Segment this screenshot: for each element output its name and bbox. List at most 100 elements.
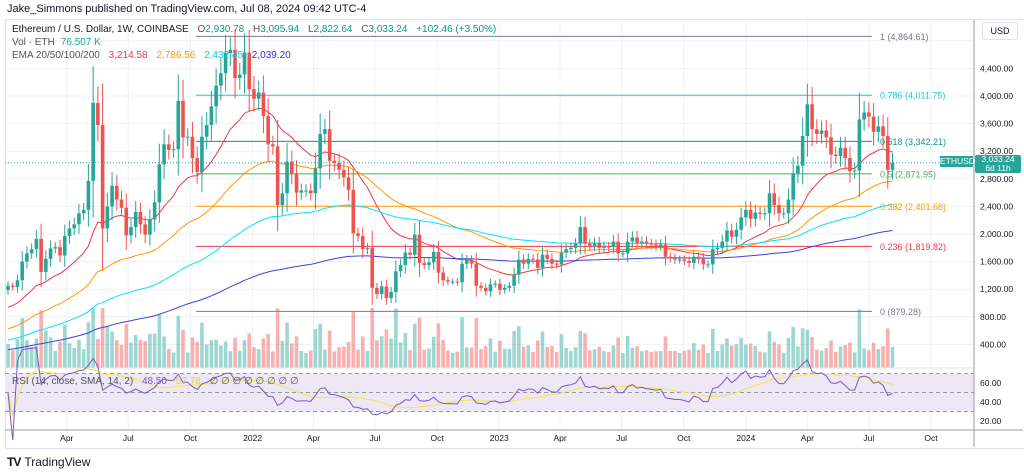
candle-body [753,212,758,219]
candle-body [6,285,10,291]
candle-body [214,85,218,107]
ema20-value: 3,214.58 [108,50,148,61]
volume-bar [734,344,739,368]
candle-body [176,100,181,150]
candle-body [138,211,143,225]
candle-body [190,136,195,159]
candle-body [625,241,630,254]
candle-body [72,224,77,229]
candle-body [592,242,597,246]
fib-label: 0.5 (2,871.95) [880,169,936,179]
volume-bar [772,341,777,368]
candle-body [767,193,772,214]
volume-bar [867,350,871,368]
volume-bar [805,329,810,368]
volume-bar [815,349,819,368]
volume-bar [356,349,360,368]
volume-bar [44,330,48,368]
volume-bar [725,338,729,368]
time-tick-label: Jul [123,433,134,443]
volume-bar [167,348,171,368]
ohlc-open: O2,930.78 [197,24,245,35]
volume-bar [535,340,540,368]
candle-body [512,274,516,286]
candle-body [744,209,748,218]
volume-bar [767,331,772,368]
volume-bar [819,350,824,368]
candle-body [507,285,512,288]
volume-bar [625,336,630,368]
candle-body [86,180,91,210]
volume-bar [152,333,157,368]
tradingview-logo[interactable]: TV TradingView [7,455,91,469]
candle-body [346,177,351,190]
volume-bar [573,347,578,368]
candle-body [658,244,663,246]
rsi-value: 48.50 [141,376,167,387]
time-tick-label: Oct [924,433,938,443]
candle-body [285,161,289,194]
volume-bar [696,349,701,368]
volume-bar [512,331,516,368]
volume-bar [48,337,53,368]
volume-bar [517,326,521,368]
candle-body [630,237,635,242]
volume-bar [871,342,876,368]
volume-bar [337,347,341,368]
current-price: 3,033.24 [981,154,1015,164]
rsi-tick-label: 20.00 [980,416,1002,426]
volume-bar [275,308,280,368]
ohlc-high: H3,095.94 [253,24,300,35]
candle-body [412,234,417,255]
volume-bar [242,340,247,368]
volume-bar [800,328,805,368]
volume-bar [403,333,408,368]
candle-body [663,244,668,257]
volume-bar [171,352,176,368]
rsi-tick-label: 40.00 [980,397,1002,407]
volume-bar [810,337,814,368]
candle-body [100,124,105,229]
rsi-pane [5,347,974,441]
volume-bar [493,351,497,368]
volume-bar [777,344,781,368]
volume-bar [602,351,606,368]
volume-bar [479,348,483,368]
volume-bar [58,341,62,368]
ema-lines [7,107,893,351]
candle-body [748,209,753,219]
rsi-line [7,347,893,441]
candle-body [876,126,881,132]
volume-bar [204,344,209,368]
volume-bar [143,340,147,368]
candle-body [332,160,337,163]
volume-bar [852,352,857,368]
volume-bar [261,338,266,368]
publisher-line: Jake_Simmons published on TradingView.co… [7,3,367,15]
volume-bar [176,315,181,368]
candle-body [829,137,833,155]
volume-bar [195,341,199,368]
candle-body [502,287,507,290]
volume-bar [545,346,550,368]
volume-bar [285,322,289,368]
candle-body [890,162,895,170]
candle-body [323,129,327,134]
volume-bar [10,350,15,368]
volume-bar [219,345,223,368]
candle-body [498,283,502,290]
currency-button[interactable]: USD [982,22,1018,40]
candle-body [677,259,682,261]
candle-body [280,193,285,206]
candle-body [209,106,214,125]
ema200-value: 2,039.20 [251,50,291,61]
volume-bar [720,344,725,368]
candle-body [469,260,474,264]
volume-bar [233,337,237,368]
candle-body [275,146,280,206]
candle-body [635,237,639,243]
candle-body [308,190,313,194]
volume-bar [431,336,436,368]
volume-bar [398,342,403,368]
